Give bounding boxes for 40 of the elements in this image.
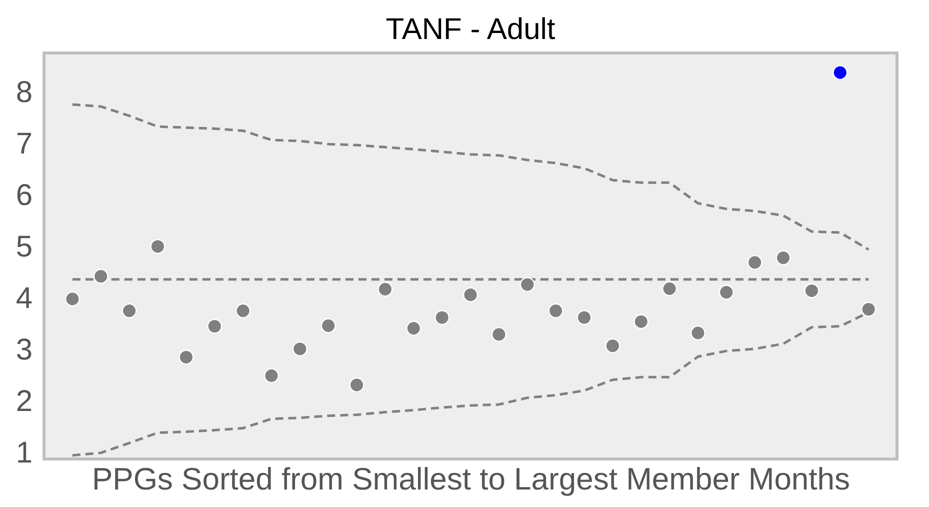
point xyxy=(320,318,336,334)
line-series xyxy=(71,103,870,251)
point xyxy=(776,250,791,266)
point xyxy=(662,281,678,296)
y-tick-label: 6 xyxy=(16,179,32,212)
x-axis-title: PPGs Sorted from Smallest to Largest Member Months xyxy=(92,462,850,496)
point xyxy=(861,302,876,317)
y-tick-label: 2 xyxy=(16,384,32,418)
point xyxy=(747,254,762,270)
point xyxy=(207,318,222,334)
point xyxy=(832,65,848,80)
y-tick-label: 3 xyxy=(16,333,32,366)
point xyxy=(690,325,706,340)
point xyxy=(122,303,137,318)
point xyxy=(236,303,251,318)
point xyxy=(150,239,166,254)
point xyxy=(434,310,450,325)
point xyxy=(406,320,422,336)
y-tick-label: 8 xyxy=(16,76,32,110)
y-tick-label: 1 xyxy=(16,436,32,470)
y-tick-label: 7 xyxy=(16,128,32,161)
point xyxy=(718,284,734,300)
point xyxy=(378,282,393,297)
y-tick-label: 4 xyxy=(16,282,32,315)
point xyxy=(634,314,649,330)
point xyxy=(804,283,820,298)
point xyxy=(520,277,535,292)
point xyxy=(178,350,194,365)
point xyxy=(349,377,364,392)
point xyxy=(292,341,308,356)
chart-title: TANF - Adult xyxy=(386,13,556,46)
y-tick-label: 5 xyxy=(16,230,32,264)
point xyxy=(93,268,108,284)
point xyxy=(64,291,80,306)
point xyxy=(548,303,564,318)
point xyxy=(491,326,506,342)
point xyxy=(576,310,592,325)
point xyxy=(264,368,279,384)
point xyxy=(463,287,478,302)
point xyxy=(605,338,620,354)
